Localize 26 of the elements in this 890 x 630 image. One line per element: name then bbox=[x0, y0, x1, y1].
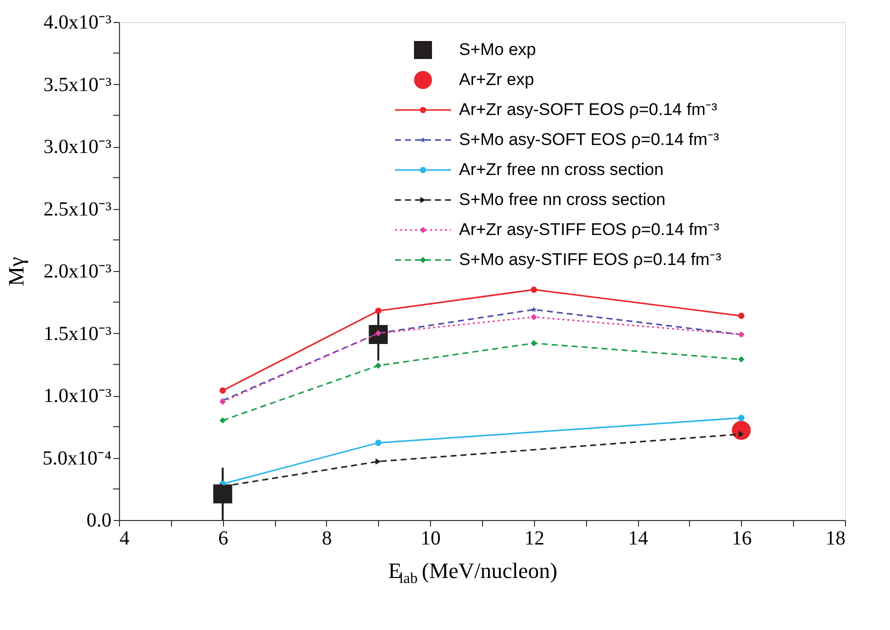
y-tick-label: 2.5x10⁻³ bbox=[44, 198, 112, 220]
x-tick-label: 16 bbox=[732, 528, 752, 550]
y-axis-title: Mγ bbox=[4, 256, 29, 286]
legend-label: S+Mo free nn cross section bbox=[459, 190, 666, 209]
y-tick-label: 5.0x10⁻⁴ bbox=[42, 447, 112, 470]
y-tick-label: 3.5x10⁻³ bbox=[44, 74, 112, 96]
y-tick-label: 3.0x10⁻³ bbox=[44, 136, 112, 158]
legend-label: Ar+Zr exp bbox=[459, 70, 534, 89]
legend-label: Ar+Zr free nn cross section bbox=[459, 160, 664, 179]
y-tick-label: 1.5x10⁻³ bbox=[44, 322, 112, 345]
x-tick-label: 4 bbox=[120, 528, 130, 550]
x-tick-label: 10 bbox=[420, 528, 441, 550]
y-tick-label: 1.0x10⁻³ bbox=[44, 385, 112, 407]
y-tick-label: 4.0x10⁻³ bbox=[44, 12, 112, 34]
x-tick-label: 6 bbox=[218, 528, 228, 550]
legend-label: S+Mo exp bbox=[459, 40, 536, 59]
legend-label: S+Mo asy-STIFF EOS ρ=0.14 fm⁻³ bbox=[459, 250, 722, 269]
legend-label: S+Mo asy-SOFT EOS ρ=0.14 fm⁻³ bbox=[459, 130, 720, 149]
x-tick-label: 12 bbox=[524, 528, 544, 550]
x-tick-label: 18 bbox=[826, 528, 846, 550]
legend-label: Ar+Zr asy-STIFF EOS ρ=0.14 fm⁻³ bbox=[459, 220, 720, 239]
y-tick-label: 2.0x10⁻³ bbox=[44, 260, 112, 282]
x-tick-label: 8 bbox=[322, 528, 332, 550]
x-tick-label: 14 bbox=[628, 528, 648, 550]
legend-label: Ar+Zr asy-SOFT EOS ρ=0.14 fm⁻³ bbox=[459, 100, 718, 119]
y-tick-label: 0.0 bbox=[86, 510, 112, 532]
